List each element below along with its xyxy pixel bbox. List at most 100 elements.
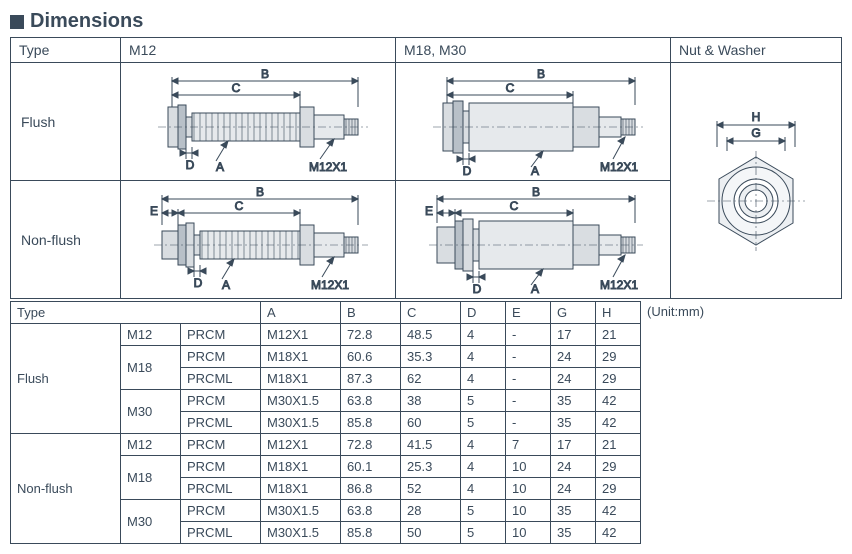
table-row: Non-flushM12PRCMM12X172.841.5471721 [11, 434, 641, 456]
cell-g: 35 [551, 412, 596, 434]
dims-hdr-g: G [551, 302, 596, 324]
cell-h: 21 [596, 324, 641, 346]
svg-text:C: C [232, 81, 241, 95]
cell-series: PRCM [181, 456, 261, 478]
cell-g: 24 [551, 478, 596, 500]
svg-text:D: D [194, 276, 203, 290]
cell-d: 5 [461, 412, 506, 434]
cell-series: PRCM [181, 390, 261, 412]
cell-b: 85.8 [341, 522, 401, 544]
dims-hdr-c: C [401, 302, 461, 324]
cell-size: M12 [121, 434, 181, 456]
cell-series: PRCML [181, 368, 261, 390]
cell-size: M18 [121, 456, 181, 500]
cell-b: 72.8 [341, 434, 401, 456]
cell-e: - [506, 368, 551, 390]
cell-a: M30X1.5 [261, 500, 341, 522]
svg-text:M12X1: M12X1 [311, 278, 349, 292]
cell-a: M30X1.5 [261, 522, 341, 544]
hdr-nut: Nut & Washer [671, 38, 842, 63]
cell-series: PRCM [181, 434, 261, 456]
cell-d: 5 [461, 522, 506, 544]
cell-a: M12X1 [261, 324, 341, 346]
row-label-flush: Flush [11, 63, 121, 181]
cell-c: 41.5 [401, 434, 461, 456]
svg-text:M12X1: M12X1 [600, 278, 638, 292]
cell-h: 29 [596, 456, 641, 478]
diagram-table: Type M12 M18, M30 Nut & Washer Flush B C [10, 37, 842, 299]
dims-hdr-a: A [261, 302, 341, 324]
diagram-header-row: Type M12 M18, M30 Nut & Washer [11, 38, 842, 63]
svg-text:M12X1: M12X1 [600, 160, 638, 174]
cell-b: 85.8 [341, 412, 401, 434]
cell-e: - [506, 346, 551, 368]
svg-text:E: E [150, 204, 158, 218]
svg-text:H: H [752, 110, 761, 124]
svg-text:A: A [216, 160, 224, 174]
svg-text:B: B [256, 185, 264, 199]
cell-series: PRCML [181, 412, 261, 434]
cell-a: M12X1 [261, 434, 341, 456]
svg-text:D: D [463, 164, 472, 177]
dims-hdr-h: H [596, 302, 641, 324]
cell-h: 21 [596, 434, 641, 456]
cell-a: M18X1 [261, 346, 341, 368]
cell-series: PRCML [181, 522, 261, 544]
section-heading: Dimensions [10, 10, 842, 33]
cell-b: 60.6 [341, 346, 401, 368]
cell-g: 17 [551, 324, 596, 346]
svg-text:C: C [506, 81, 515, 95]
svg-text:A: A [531, 282, 539, 295]
cell-h: 29 [596, 368, 641, 390]
cell-h: 42 [596, 522, 641, 544]
dimensions-table: Type A B C D E G H FlushM12PRCMM12X172.8… [10, 301, 641, 544]
cell-e: 10 [506, 522, 551, 544]
cell-e: 7 [506, 434, 551, 456]
cell-d: 4 [461, 478, 506, 500]
cell-h: 42 [596, 390, 641, 412]
cell-e: 10 [506, 456, 551, 478]
dims-hdr-type: Type [11, 302, 261, 324]
svg-text:C: C [235, 199, 244, 213]
cell-a: M30X1.5 [261, 412, 341, 434]
cell-c: 50 [401, 522, 461, 544]
cell-type: Non-flush [11, 434, 121, 544]
cell-h: 42 [596, 500, 641, 522]
diagram-row-flush: Flush B C [11, 63, 842, 181]
svg-text:C: C [510, 199, 519, 213]
cell-g: 35 [551, 500, 596, 522]
svg-text:E: E [425, 204, 433, 218]
unit-label: (Unit:mm) [641, 301, 704, 319]
cell-e: - [506, 412, 551, 434]
cell-g: 24 [551, 368, 596, 390]
cell-g: 17 [551, 434, 596, 456]
cell-a: M18X1 [261, 478, 341, 500]
cell-c: 38 [401, 390, 461, 412]
cell-type: Flush [11, 324, 121, 434]
cell-size: M30 [121, 390, 181, 434]
svg-text:D: D [473, 282, 482, 295]
cell-c: 35.3 [401, 346, 461, 368]
cell-d: 4 [461, 456, 506, 478]
dims-hdr-d: D [461, 302, 506, 324]
cell-g: 24 [551, 346, 596, 368]
cell-e: 10 [506, 500, 551, 522]
cell-g: 35 [551, 522, 596, 544]
cell-h: 29 [596, 346, 641, 368]
cell-series: PRCML [181, 478, 261, 500]
cell-e: 10 [506, 478, 551, 500]
svg-text:A: A [222, 278, 230, 292]
diagram-flush-m18: B C [396, 63, 671, 181]
cell-c: 25.3 [401, 456, 461, 478]
cell-h: 42 [596, 412, 641, 434]
cell-g: 35 [551, 390, 596, 412]
dims-header-row: Type A B C D E G H [11, 302, 641, 324]
cell-d: 4 [461, 346, 506, 368]
cell-d: 4 [461, 324, 506, 346]
svg-text:A: A [531, 164, 539, 177]
cell-e: - [506, 324, 551, 346]
cell-series: PRCM [181, 500, 261, 522]
cell-b: 86.8 [341, 478, 401, 500]
section-title: Dimensions [30, 10, 143, 33]
cell-size: M12 [121, 324, 181, 346]
